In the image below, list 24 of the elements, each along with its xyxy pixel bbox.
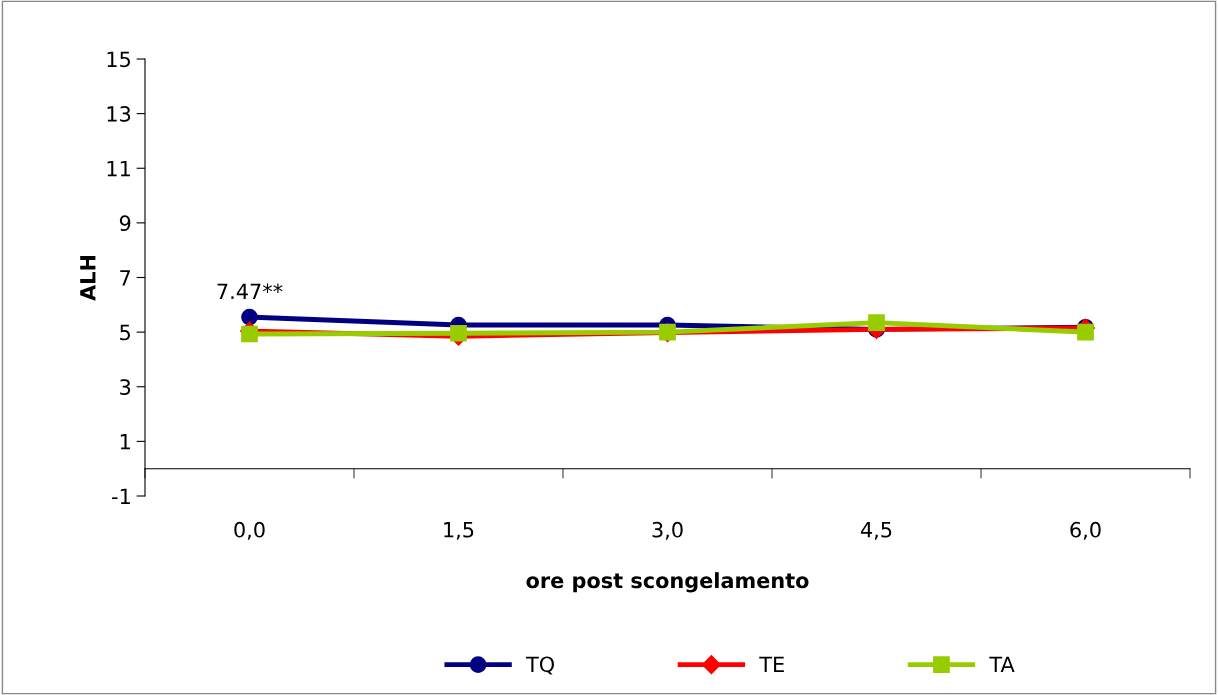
x-tick-label: 3,0	[652, 521, 683, 540]
legend-label: TQ	[525, 656, 554, 675]
y-tick-label: -1	[112, 488, 130, 504]
y-tick-label: 7	[120, 270, 131, 286]
x-tick-label: 4,5	[860, 522, 892, 540]
y-tick-label: 11	[107, 160, 130, 177]
y-tick-label: 1	[120, 434, 130, 450]
legend-label: TE	[759, 656, 784, 672]
point	[450, 324, 467, 342]
point	[241, 308, 258, 326]
y-tick-label: 15	[107, 51, 130, 68]
legend-label: TA	[989, 656, 1015, 672]
annotation: 7.47**	[217, 283, 283, 299]
x-axis-title: ore post scongelamento	[526, 572, 809, 593]
y-axis-title: ALH	[80, 255, 96, 301]
x-tick-label: 1,5	[444, 522, 474, 540]
y-tick-label: 5	[120, 324, 130, 341]
y-tick-label: 13	[107, 106, 131, 122]
x-tick-label: 6,0	[1070, 521, 1101, 540]
y-tick-label: 9	[119, 215, 131, 232]
point	[868, 314, 885, 331]
x-tick-label: 0,0	[234, 521, 265, 540]
y-tick-label: 3	[120, 379, 131, 395]
point	[1077, 323, 1094, 341]
